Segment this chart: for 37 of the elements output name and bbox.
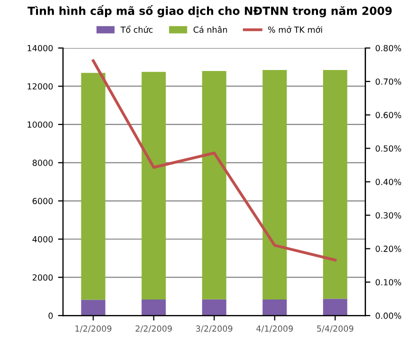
y-tick-label: 10000 <box>28 121 53 128</box>
y-tick-label: 0 <box>48 312 53 319</box>
y2-tick-label: 0.30% <box>376 212 402 219</box>
x-tick-label: 2/2/2009 <box>136 325 172 332</box>
bar <box>202 70 226 300</box>
bar <box>323 298 348 316</box>
x-tick-label: 3/2/2009 <box>196 325 232 332</box>
bar <box>262 70 287 300</box>
y-tick-label: 12000 <box>28 83 53 90</box>
y2-tick-label: 0.20% <box>376 246 402 252</box>
y2-tick-label: 0.40% <box>376 178 402 186</box>
bar <box>202 299 226 316</box>
line-series <box>92 59 337 262</box>
y2-tick-label: 0.00% <box>376 312 402 319</box>
y-tick-label: 6000 <box>32 198 53 204</box>
legend-label: % mở TK mới <box>268 26 322 33</box>
x-tick-label: 5/4/2009 <box>317 325 354 332</box>
bar <box>142 300 166 316</box>
y2-tick-label: 0.10% <box>376 279 402 286</box>
x-tick-label: 1/2/2009 <box>75 325 112 332</box>
y2-tick-label: 0.80% <box>376 45 402 52</box>
y2-tick-label: 0.70% <box>376 78 402 85</box>
y2-tick-label: 0.60% <box>376 112 402 118</box>
y-tick-label: 8000 <box>32 160 53 166</box>
bar <box>262 300 287 316</box>
bar <box>81 72 106 300</box>
y-tick-label: 14000 <box>28 45 53 52</box>
chart-title: Tình hình cấp mã số giao dịch cho NĐTNN trong năm 2009 <box>28 5 392 18</box>
bar <box>323 70 348 299</box>
y2-tick-label: 0.50% <box>376 145 402 152</box>
bar <box>142 72 166 300</box>
bar <box>81 300 106 316</box>
x-tick-label: 4/1/2009 <box>256 325 293 332</box>
legend-label: Tổ chức <box>120 26 153 33</box>
y-tick-label: 2000 <box>32 274 53 281</box>
y-tick-label: 4000 <box>32 236 53 242</box>
legend-label: Cá nhân <box>194 26 227 33</box>
